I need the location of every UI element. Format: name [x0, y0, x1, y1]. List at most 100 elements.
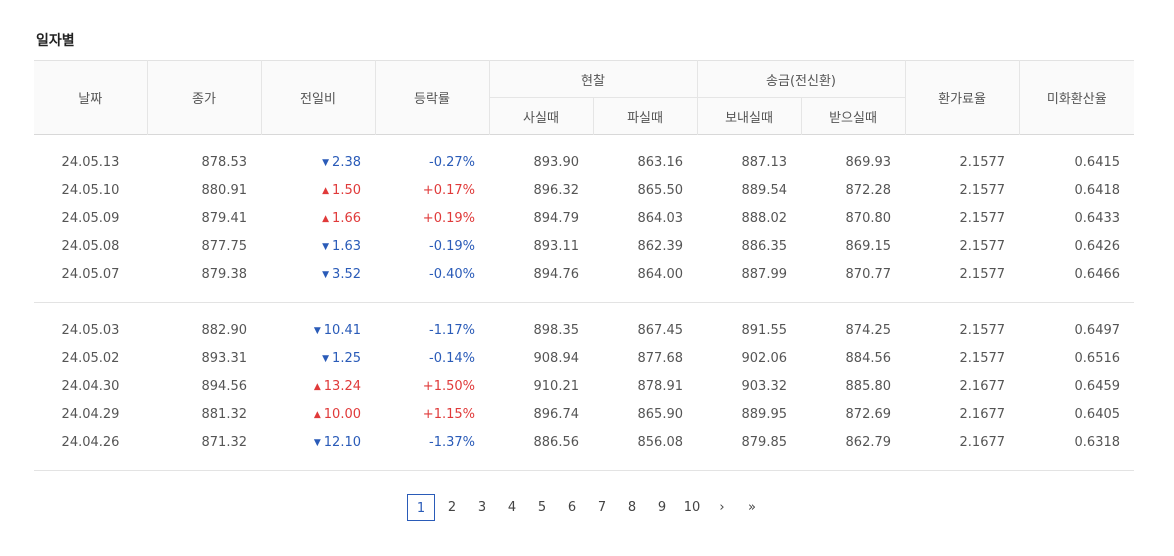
- cell-usd-conversion: 0.6318: [1074, 435, 1121, 450]
- cell-exchange-commission: 2.1677: [959, 379, 1006, 394]
- page-4-link[interactable]: 4: [507, 499, 517, 515]
- header-cash: 현찰: [488, 60, 698, 98]
- cell-cash-sell: 877.68: [637, 351, 684, 366]
- cell-rate: -0.40%: [429, 267, 475, 282]
- table-row: 24.05.02 893.31 ▼ 1.25 -0.14% 908.94 877.68 902…: [34, 345, 1134, 373]
- cell-rate: -0.19%: [429, 239, 475, 254]
- cell-usd-conversion: 0.6418: [1074, 183, 1121, 198]
- cell-date: 24.05.09: [61, 211, 120, 226]
- cell-exchange-commission: 2.1577: [959, 211, 1006, 226]
- cell-remit-receive: 869.93: [845, 155, 892, 170]
- change-value: 1.25: [332, 351, 361, 366]
- cell-exchange-commission: 2.1677: [959, 435, 1006, 450]
- header-change: 전일비: [260, 60, 375, 135]
- cell-change: ▼ 1.25: [261, 345, 375, 373]
- cell-rate: +1.15%: [422, 407, 475, 422]
- header-cash-buy: 사실때: [488, 97, 593, 135]
- page-9-link[interactable]: 9: [657, 499, 667, 515]
- change-value: 2.38: [332, 155, 361, 170]
- cell-cash-sell: 864.00: [637, 267, 684, 282]
- page-5-link[interactable]: 5: [537, 499, 547, 515]
- cell-date: 24.04.30: [61, 379, 120, 394]
- cell-remit-send: 888.02: [741, 211, 788, 226]
- cell-usd-conversion: 0.6516: [1074, 351, 1121, 366]
- cell-change: ▼ 2.38: [261, 149, 375, 177]
- cell-date: 24.05.03: [61, 323, 120, 338]
- arrow-up-icon: ▲: [322, 186, 330, 196]
- page-2-link[interactable]: 2: [447, 499, 457, 515]
- arrow-up-icon: ▲: [313, 410, 321, 420]
- last-page-icon[interactable]: »: [748, 499, 756, 515]
- cell-remit-send: 891.55: [741, 323, 788, 338]
- cell-remit-send: 889.95: [741, 407, 788, 422]
- cell-exchange-commission: 2.1577: [959, 323, 1006, 338]
- table-row: 24.05.08 877.75 ▼ 1.63 -0.19% 893.11 862.39 886…: [34, 233, 1134, 261]
- cell-date: 24.04.26: [61, 435, 120, 450]
- header-usd-conversion: 미화환산율: [1018, 60, 1135, 135]
- cell-rate: -1.37%: [429, 435, 475, 450]
- cell-remit-receive: 872.28: [845, 183, 892, 198]
- section-title: 일자별: [36, 33, 75, 49]
- page-1-link[interactable]: 1: [407, 493, 435, 521]
- cell-cash-sell: 862.39: [637, 239, 684, 254]
- cell-remit-send: 902.06: [741, 351, 788, 366]
- header-exchange-commission: 환가료율: [904, 60, 1020, 135]
- cell-close: 878.53: [201, 155, 248, 170]
- cell-remit-receive: 869.15: [845, 239, 892, 254]
- cell-exchange-commission: 2.1577: [959, 155, 1006, 170]
- cell-remit-send: 889.54: [741, 183, 788, 198]
- table-row: 24.05.09 879.41 ▲ 1.66 +0.19% 894.79 864.03 888…: [34, 205, 1134, 233]
- arrow-up-icon: ▲: [313, 382, 321, 392]
- table-row: 24.04.26 871.32 ▼ 12.10 -1.37% 886.56 856.08 87…: [34, 429, 1134, 457]
- change-value: 1.63: [332, 239, 361, 254]
- cell-rate: -0.14%: [429, 351, 475, 366]
- cell-remit-send: 903.32: [741, 379, 788, 394]
- next-page-icon[interactable]: ›: [719, 499, 725, 515]
- cell-close: 882.90: [201, 323, 248, 338]
- cell-remit-receive: 870.77: [845, 267, 892, 282]
- cell-change: ▲ 10.00: [261, 401, 375, 429]
- cell-cash-sell: 864.03: [637, 211, 684, 226]
- header-date: 날짜: [34, 60, 147, 135]
- arrow-down-icon: ▼: [322, 354, 330, 364]
- cell-rate: +1.50%: [422, 379, 475, 394]
- header-remit-receive: 받으실때: [800, 97, 906, 135]
- cell-close: 879.38: [201, 267, 248, 282]
- cell-close: 894.56: [201, 379, 248, 394]
- cell-remit-receive: 874.25: [845, 323, 892, 338]
- cell-date: 24.04.29: [61, 407, 120, 422]
- page-3-link[interactable]: 3: [477, 499, 487, 515]
- cell-date: 24.05.02: [61, 351, 120, 366]
- cell-cash-sell: 863.16: [637, 155, 684, 170]
- cell-cash-buy: 894.76: [533, 267, 580, 282]
- cell-remit-send: 879.85: [741, 435, 788, 450]
- cell-exchange-commission: 2.1577: [959, 267, 1006, 282]
- cell-cash-sell: 865.90: [637, 407, 684, 422]
- cell-remit-send: 886.35: [741, 239, 788, 254]
- page-8-link[interactable]: 8: [627, 499, 637, 515]
- cell-change: ▲ 1.66: [261, 205, 375, 233]
- cell-cash-sell: 867.45: [637, 323, 684, 338]
- cell-usd-conversion: 0.6459: [1074, 379, 1121, 394]
- change-value: 1.66: [332, 211, 361, 226]
- cell-close: 881.32: [201, 407, 248, 422]
- cell-close: 877.75: [201, 239, 248, 254]
- page-7-link[interactable]: 7: [597, 499, 607, 515]
- table-row: 24.04.30 894.56 ▲ 13.24 +1.50% 910.21 878.91 90…: [34, 373, 1134, 401]
- cell-cash-buy: 898.35: [533, 323, 580, 338]
- table-header: 날짜 종가 전일비 등락률 현찰 송금(전신환) 환가료율 미화환산율 사실때 …: [34, 60, 1135, 135]
- cell-date: 24.05.08: [61, 239, 120, 254]
- cell-remit-receive: 885.80: [845, 379, 892, 394]
- table-row: 24.05.03 882.90 ▼ 10.41 -1.17% 898.35 867.45 89…: [34, 317, 1134, 345]
- cell-usd-conversion: 0.6415: [1074, 155, 1121, 170]
- cell-close: 879.41: [201, 211, 248, 226]
- cell-change: ▲ 1.50: [261, 177, 375, 205]
- cell-remit-receive: 870.80: [845, 211, 892, 226]
- arrow-down-icon: ▼: [313, 326, 321, 336]
- cell-cash-buy: 896.32: [533, 183, 580, 198]
- cell-remit-receive: 884.56: [845, 351, 892, 366]
- cell-date: 24.05.13: [61, 155, 120, 170]
- page-6-link[interactable]: 6: [567, 499, 577, 515]
- page-10-link[interactable]: 10: [683, 499, 701, 515]
- cell-usd-conversion: 0.6405: [1074, 407, 1121, 422]
